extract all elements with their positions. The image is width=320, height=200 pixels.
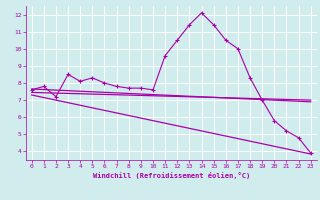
X-axis label: Windchill (Refroidissement éolien,°C): Windchill (Refroidissement éolien,°C) — [92, 172, 250, 179]
